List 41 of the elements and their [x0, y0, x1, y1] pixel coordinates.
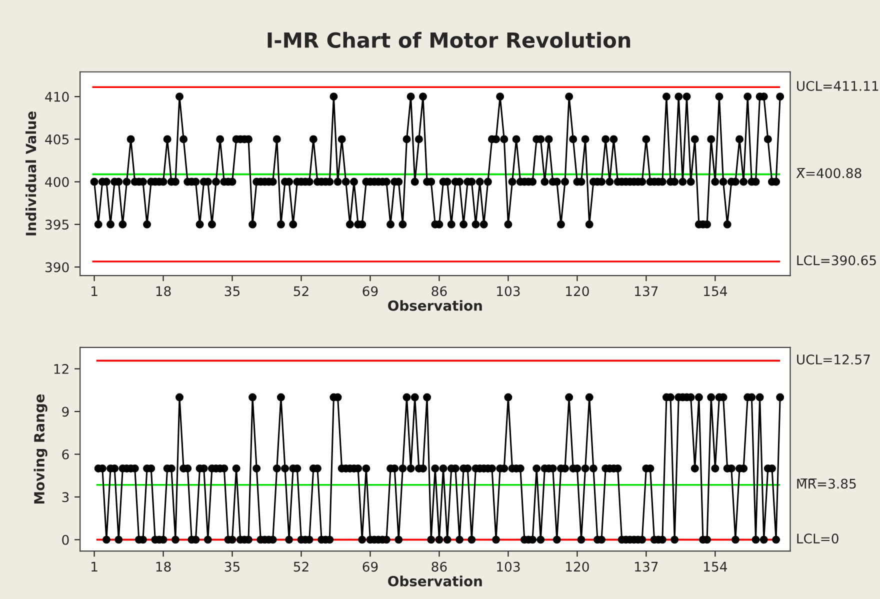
y-tick-label: 390	[45, 262, 69, 272]
ref-line-label: LCL=390.65	[797, 255, 876, 266]
y-tick-label: 405	[45, 134, 69, 144]
x-tick-label: 35	[224, 286, 240, 296]
x-tick-label: 137	[635, 286, 658, 296]
ref-line-label: UCL=411.11	[797, 80, 878, 91]
x-tick-label: 86	[432, 286, 447, 296]
x-tick-label: 103	[497, 562, 520, 572]
x-axis-title: Observation	[388, 576, 482, 586]
x-tick-label: 18	[156, 286, 171, 296]
y-tick-label: 9	[62, 406, 69, 417]
x-tick-label: 86	[432, 562, 447, 572]
y-tick-label: 400	[45, 177, 69, 188]
x-tick-label: 52	[294, 562, 308, 572]
x-tick-label: 137	[635, 562, 658, 572]
chart-title: I-MR Chart of Motor Revolution	[268, 32, 630, 48]
y-tick-label: 6	[62, 449, 69, 460]
y-tick-label: 3	[62, 492, 69, 502]
ref-line-label: LCL=0	[797, 534, 838, 544]
y-axis-title: Individual Value	[25, 111, 36, 236]
x-tick-label: 18	[156, 562, 171, 572]
x-axis-title: Observation	[388, 300, 482, 311]
x-tick-label: 154	[704, 286, 728, 296]
y-tick-label: 395	[45, 220, 69, 230]
y-tick-label: 12	[54, 364, 68, 374]
y-tick-label: 410	[45, 92, 69, 102]
ref-line-label: M̅R̅=3.85	[797, 478, 856, 489]
ref-line-label: UCL=12.57	[797, 354, 870, 364]
x-tick-label: 69	[362, 562, 378, 572]
ref-line-label: X̅=400.88	[796, 168, 862, 178]
x-tick-label: 69	[362, 286, 378, 296]
x-tick-label: 1	[92, 562, 98, 572]
x-tick-label: 1	[92, 286, 98, 296]
x-tick-label: 120	[566, 286, 589, 296]
x-tick-label: 52	[294, 286, 308, 296]
y-axis-title: Moving Range	[34, 394, 48, 504]
x-tick-label: 35	[224, 562, 240, 572]
x-tick-label: 120	[566, 562, 589, 572]
y-tick-label: 0	[62, 534, 69, 545]
x-tick-label: 154	[704, 562, 728, 572]
x-tick-label: 103	[497, 286, 520, 296]
